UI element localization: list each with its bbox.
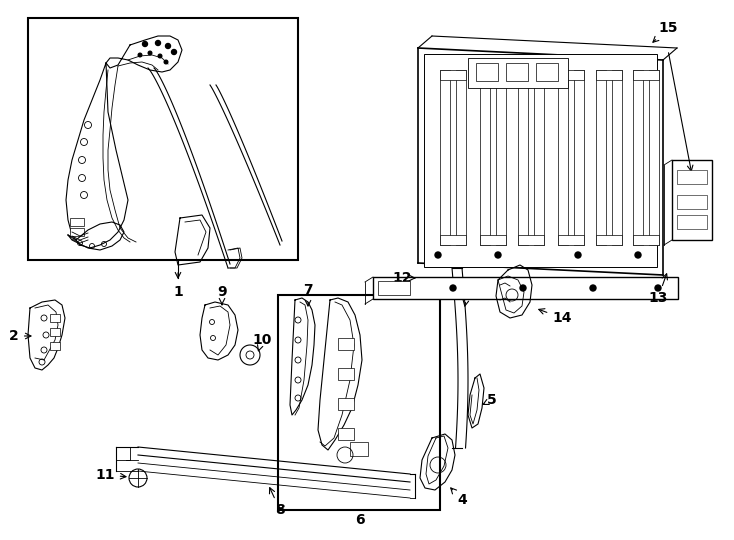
Circle shape xyxy=(520,285,526,291)
Text: 5: 5 xyxy=(483,393,497,407)
Bar xyxy=(558,235,584,245)
Bar xyxy=(476,63,498,81)
Circle shape xyxy=(142,42,148,46)
Text: 13: 13 xyxy=(648,274,668,305)
Bar xyxy=(440,70,450,245)
Bar xyxy=(378,281,410,295)
Bar xyxy=(596,235,622,245)
Bar xyxy=(633,70,643,245)
Bar xyxy=(338,398,354,410)
Bar xyxy=(50,342,60,350)
Bar xyxy=(536,63,558,81)
Circle shape xyxy=(635,252,641,258)
Circle shape xyxy=(148,51,152,55)
Circle shape xyxy=(655,285,661,291)
Text: 11: 11 xyxy=(95,468,126,482)
Circle shape xyxy=(172,50,176,55)
Text: 12: 12 xyxy=(392,271,415,285)
Text: 8: 8 xyxy=(269,488,285,517)
Bar xyxy=(677,195,707,209)
Circle shape xyxy=(495,252,501,258)
Bar xyxy=(633,70,659,80)
Circle shape xyxy=(164,60,168,64)
Bar xyxy=(518,70,544,80)
Bar xyxy=(534,70,544,245)
Bar xyxy=(506,63,528,81)
Circle shape xyxy=(590,285,596,291)
Circle shape xyxy=(435,252,441,258)
Bar xyxy=(612,70,622,245)
Text: 10: 10 xyxy=(252,333,272,351)
Circle shape xyxy=(575,252,581,258)
Bar xyxy=(480,70,490,245)
Bar xyxy=(338,428,354,440)
Bar xyxy=(596,70,622,80)
Bar xyxy=(649,70,659,245)
Bar xyxy=(677,170,707,184)
Bar xyxy=(424,54,657,267)
Bar xyxy=(50,328,60,336)
Bar xyxy=(278,295,440,510)
Bar xyxy=(633,235,659,245)
Circle shape xyxy=(450,285,456,291)
Circle shape xyxy=(138,53,142,57)
Text: 4: 4 xyxy=(451,488,467,507)
Bar xyxy=(558,70,568,245)
Bar xyxy=(70,218,84,226)
Bar xyxy=(518,70,528,245)
Bar xyxy=(468,58,568,88)
Bar xyxy=(480,70,506,80)
Circle shape xyxy=(390,285,396,291)
Bar xyxy=(672,160,712,240)
Bar xyxy=(70,228,84,236)
Bar xyxy=(518,235,544,245)
Text: 2: 2 xyxy=(9,329,31,343)
Bar xyxy=(574,70,584,245)
Bar xyxy=(28,18,298,260)
Text: 1: 1 xyxy=(173,285,183,299)
Bar xyxy=(456,70,466,245)
Bar xyxy=(440,235,466,245)
Text: 15: 15 xyxy=(653,21,677,42)
Circle shape xyxy=(156,40,161,45)
Bar xyxy=(440,70,466,80)
Bar xyxy=(596,70,606,245)
Bar xyxy=(558,70,584,80)
Bar xyxy=(480,235,506,245)
Text: 14: 14 xyxy=(539,309,572,325)
Text: 9: 9 xyxy=(217,285,227,305)
Circle shape xyxy=(165,44,170,49)
Bar xyxy=(496,70,506,245)
Bar xyxy=(350,442,368,456)
Bar xyxy=(50,314,60,322)
Text: 6: 6 xyxy=(355,513,365,527)
Bar xyxy=(338,368,354,380)
Bar xyxy=(373,277,678,299)
Text: 7: 7 xyxy=(303,283,313,306)
Circle shape xyxy=(159,54,161,58)
Bar xyxy=(677,215,707,229)
Text: 3: 3 xyxy=(463,283,473,306)
Bar xyxy=(338,338,354,350)
